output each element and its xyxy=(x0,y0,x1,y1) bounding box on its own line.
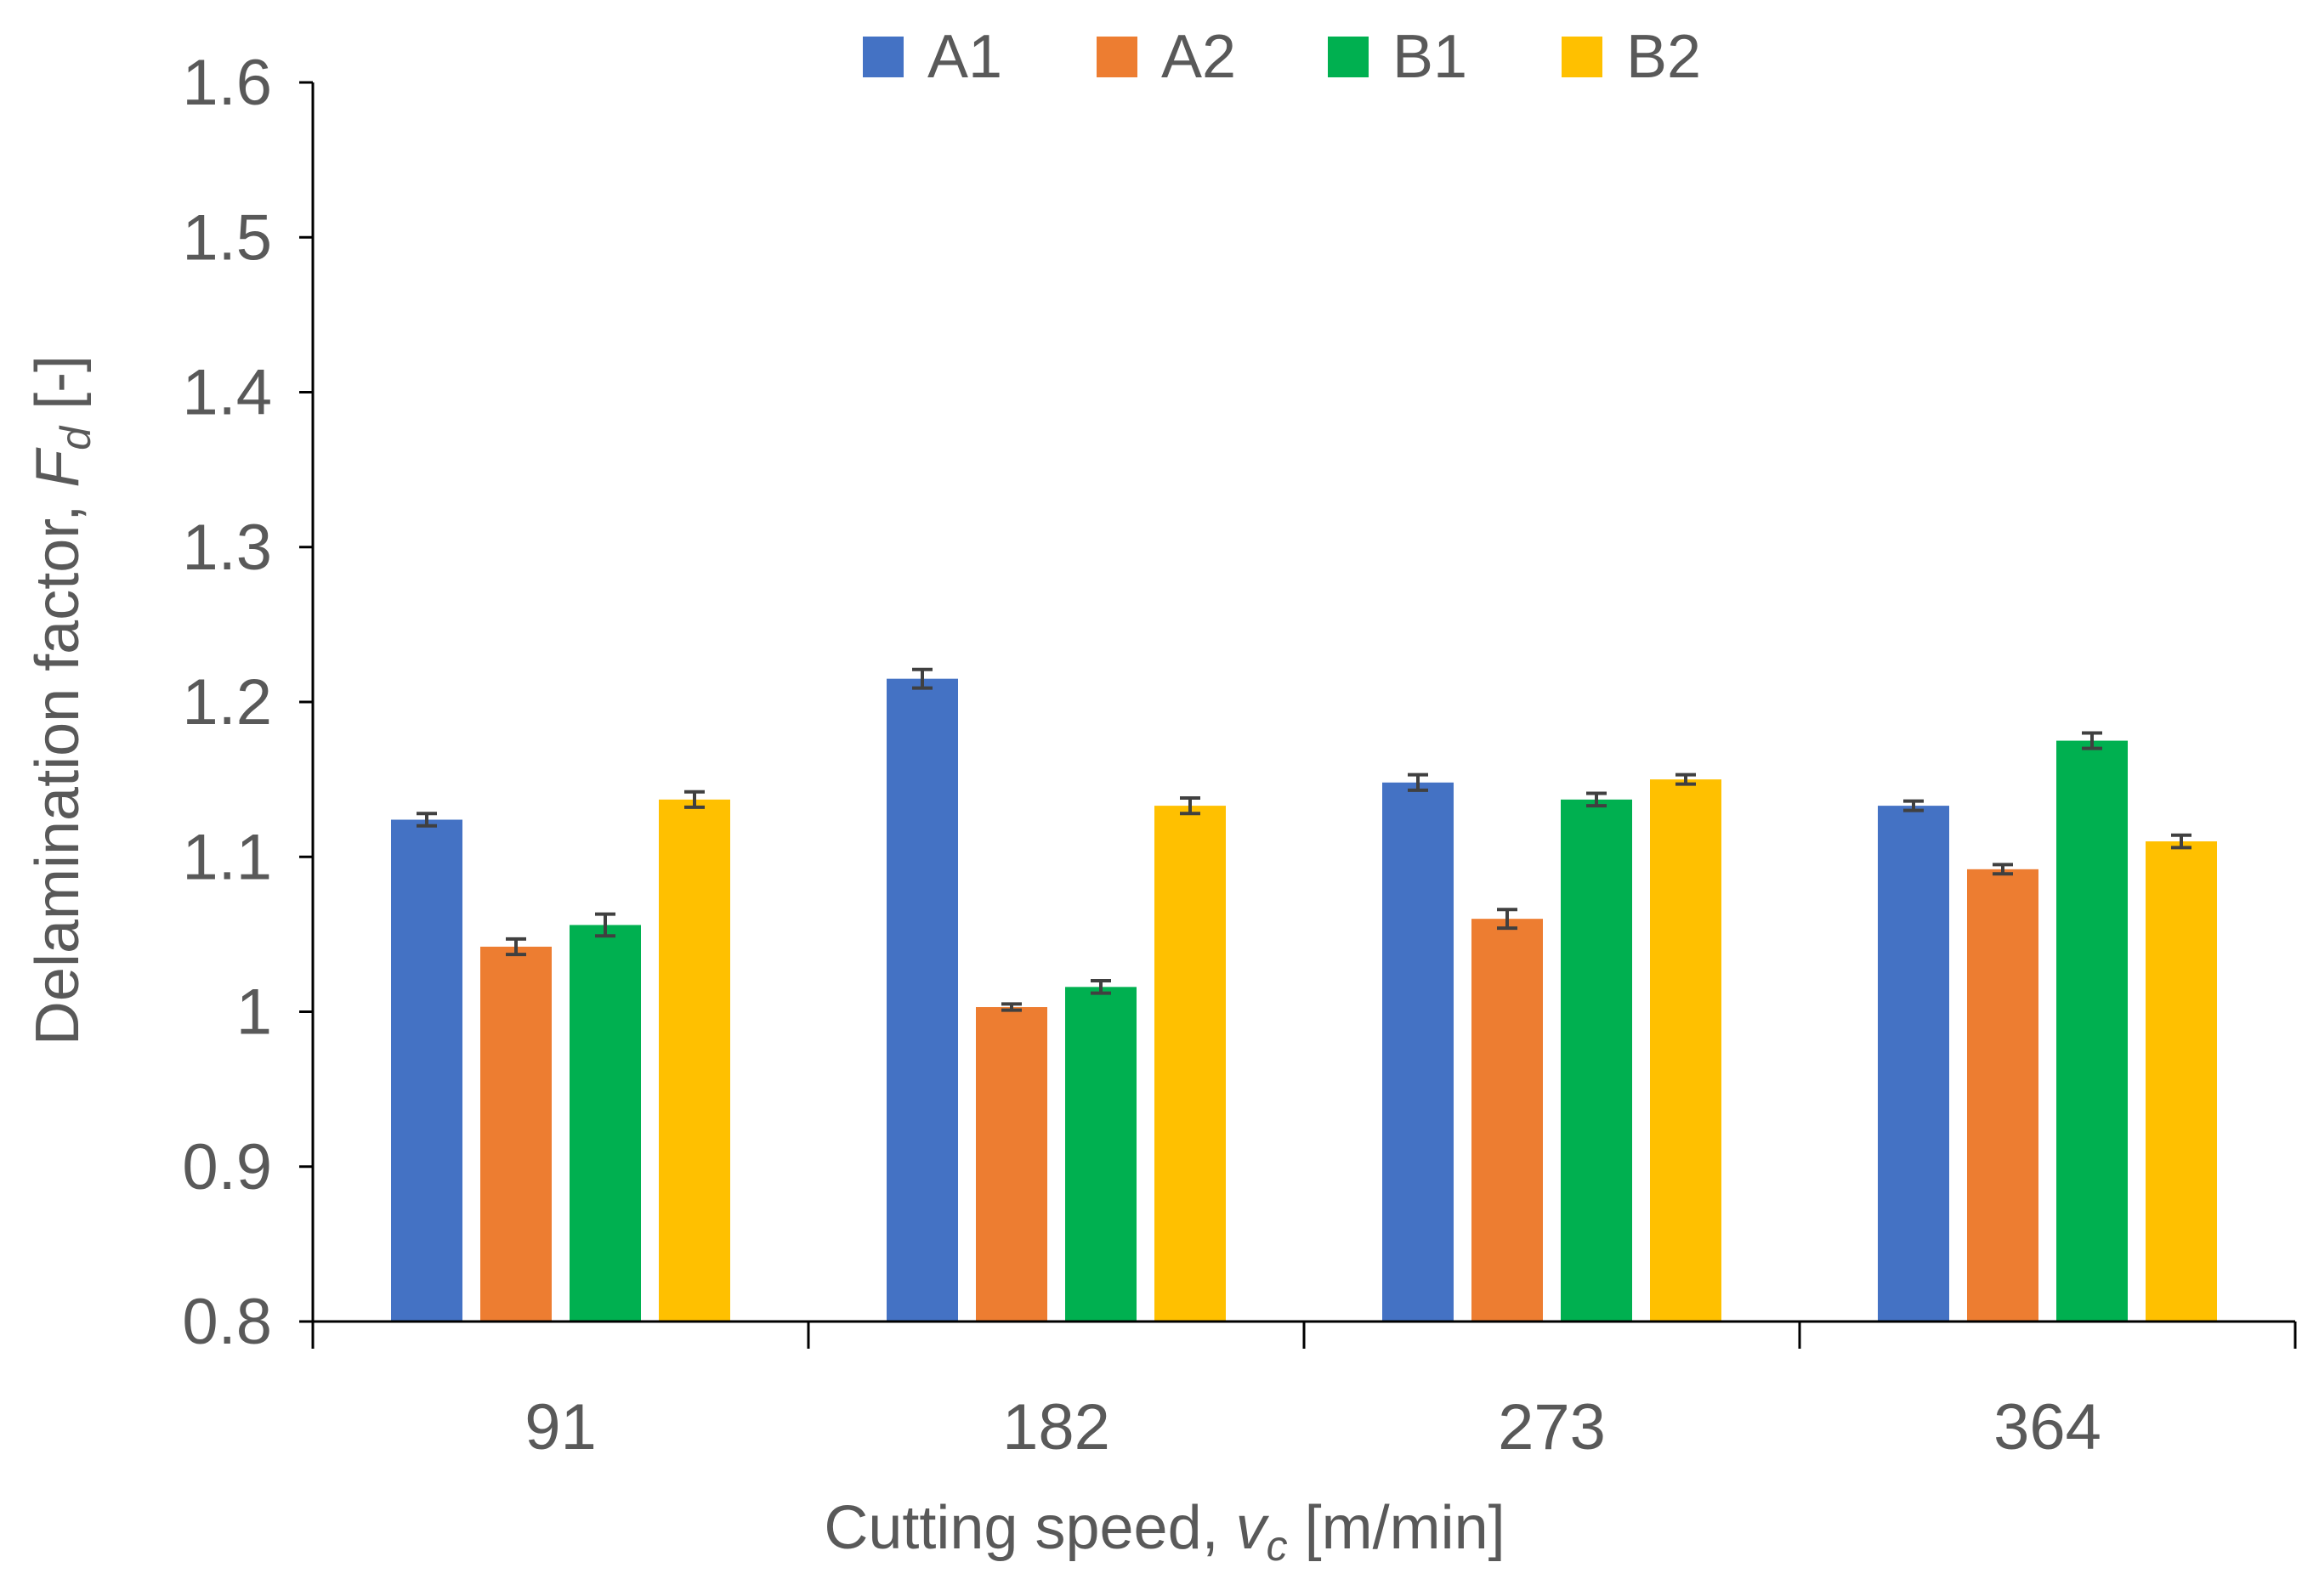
x-axis-title: Cutting speed, vc [m/min] xyxy=(824,1494,1505,1570)
bar-B1-364 xyxy=(2056,740,2128,1322)
legend-swatch-A1 xyxy=(863,37,904,77)
bar-B1-273 xyxy=(1561,799,1632,1322)
y-tick-label: 1.6 xyxy=(182,47,272,119)
bar-A2-364 xyxy=(1967,869,2038,1322)
bar-B1-182 xyxy=(1065,987,1137,1322)
bar-B2-91 xyxy=(659,799,730,1322)
y-tick-label: 1 xyxy=(236,976,272,1049)
legend-swatch-B2 xyxy=(1562,37,1602,77)
bar-A2-91 xyxy=(480,946,552,1322)
x-tick-label: 182 xyxy=(1002,1391,1110,1463)
error-bars xyxy=(417,667,2191,1012)
y-tick-label: 1.1 xyxy=(182,821,272,893)
x-tick-label: 364 xyxy=(1993,1391,2101,1463)
legend: A1 A2 B1 B2 xyxy=(863,23,1701,91)
bar-B2-182 xyxy=(1154,806,1226,1322)
bar-B2-364 xyxy=(2146,841,2217,1322)
x-tick-label: 91 xyxy=(524,1391,597,1463)
x-tick-label: 273 xyxy=(1498,1391,1606,1463)
y-tick-label: 0.8 xyxy=(182,1286,272,1358)
legend-swatch-A2 xyxy=(1097,37,1137,77)
bar-A2-182 xyxy=(976,1007,1047,1322)
legend-label-B1: B1 xyxy=(1392,23,1467,91)
y-tick-label: 1.5 xyxy=(182,201,272,274)
x-axis-ticks: 91 182 273 364 xyxy=(311,1322,2297,1463)
bar-A1-273 xyxy=(1382,782,1454,1322)
bar-A1-364 xyxy=(1878,806,1949,1322)
bar-B1-91 xyxy=(570,925,641,1322)
y-tick-label: 0.9 xyxy=(182,1131,272,1203)
y-tick-label: 1.3 xyxy=(182,512,272,584)
y-axis-ticks: 0.8 0.9 1 1.1 1.2 1.3 1.4 1.5 1.6 xyxy=(182,47,313,1358)
bars xyxy=(391,678,2217,1322)
y-tick-label: 1.4 xyxy=(182,357,272,429)
legend-label-A2: A2 xyxy=(1161,23,1236,91)
bar-A2-273 xyxy=(1471,919,1543,1322)
y-tick-label: 1.2 xyxy=(182,666,272,739)
bar-A1-182 xyxy=(887,678,958,1322)
legend-label-A1: A1 xyxy=(927,23,1002,91)
y-axis-title: Delamination factor, Fd [-] xyxy=(24,355,99,1045)
legend-swatch-B1 xyxy=(1328,37,1369,77)
bar-A1-91 xyxy=(391,819,462,1322)
bar-B2-273 xyxy=(1650,779,1721,1322)
legend-label-B2: B2 xyxy=(1626,23,1701,91)
